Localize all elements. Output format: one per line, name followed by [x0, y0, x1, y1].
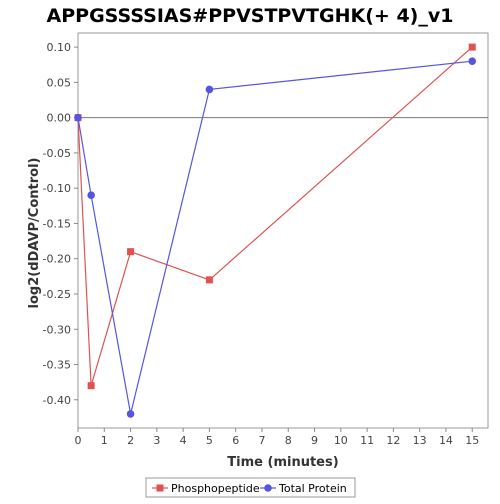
data-point	[205, 276, 213, 284]
plot-area	[77, 32, 489, 429]
x-tick-label: 2	[127, 434, 134, 447]
y-tick-label: -0.15	[43, 217, 71, 230]
legend-marker	[264, 484, 272, 492]
x-tick-label: 7	[258, 434, 265, 447]
y-tick-label: -0.35	[43, 359, 71, 372]
x-tick-label: 6	[232, 434, 239, 447]
y-tick-label: -0.40	[43, 394, 71, 407]
data-point	[468, 57, 477, 66]
y-axis: 0.10 0.05 0.00 -0.05 -0.10 -0.15 -0.20 -0.25 -0.…	[43, 41, 78, 407]
y-tick-label: -0.25	[43, 288, 71, 301]
legend: Phosphopeptide Total Protein	[145, 477, 356, 498]
data-point	[74, 113, 82, 122]
x-tick-label: 3	[153, 434, 160, 447]
x-tick-label: 11	[360, 434, 374, 447]
y-tick-label: 0.00	[47, 112, 72, 125]
data-point	[87, 382, 95, 390]
y-tick-label: -0.30	[43, 323, 71, 336]
chart-title: APPGSSSSIAS#PPVSTPVTGHK(+ 4)_v1	[47, 5, 454, 27]
x-tick-label: 9	[311, 434, 318, 447]
data-point	[127, 248, 135, 256]
legend-label: Phosphopeptide	[171, 482, 260, 495]
y-tick-label: -0.10	[43, 182, 71, 195]
y-axis-label: log2(dDAVP/Control)	[27, 158, 42, 309]
x-tick-label: 12	[386, 434, 400, 447]
x-tick-label: 1	[101, 434, 108, 447]
data-point	[205, 85, 214, 94]
y-tick-label: 0.05	[47, 76, 72, 89]
x-tick-label: 8	[285, 434, 292, 447]
x-axis: 0 1 2 3 4 5 6 7 8 9 10 11 12 13 14 15	[75, 428, 479, 447]
y-tick-label: -0.05	[43, 147, 71, 160]
y-tick-label: -0.20	[43, 253, 71, 266]
legend-label: Total Protein	[278, 482, 347, 495]
x-tick-label: 15	[465, 434, 479, 447]
legend-marker	[156, 484, 164, 492]
x-tick-label: 5	[206, 434, 213, 447]
y-tick-label: 0.10	[47, 41, 72, 54]
series-layer	[74, 43, 488, 418]
x-axis-label: Time (minutes)	[227, 455, 338, 470]
data-point	[87, 191, 95, 200]
data-point	[468, 43, 476, 51]
data-point	[126, 410, 135, 418]
x-tick-label: 13	[413, 434, 427, 447]
x-tick-label: 14	[439, 434, 453, 447]
x-tick-label: 10	[334, 434, 348, 447]
legend-box	[145, 477, 356, 498]
x-tick-label: 0	[75, 434, 82, 447]
series-2	[74, 57, 477, 418]
x-tick-label: 4	[180, 434, 187, 447]
